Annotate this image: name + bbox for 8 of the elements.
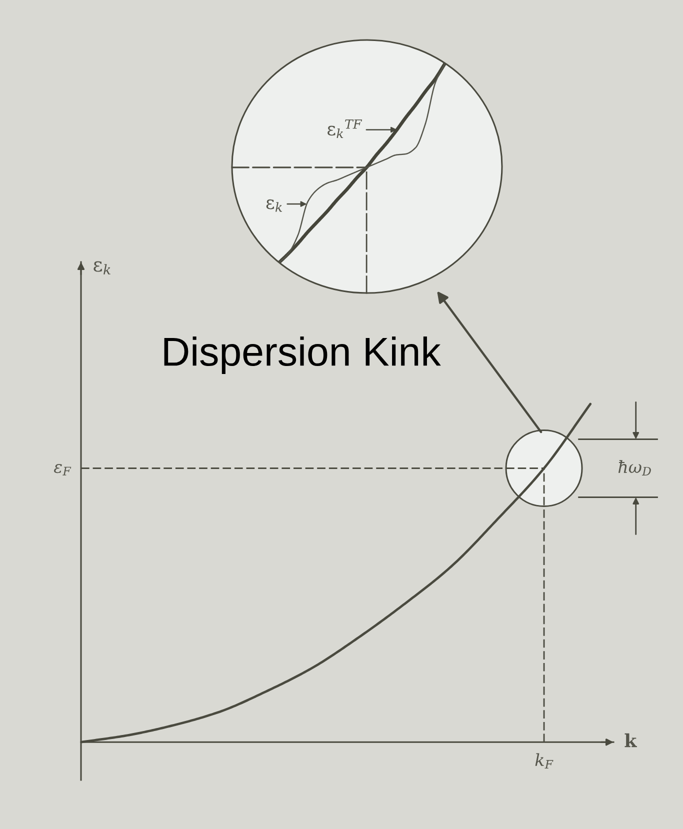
y-axis-title: ε$_{k}$ bbox=[94, 261, 110, 274]
chart-title: Dispersion Kink bbox=[164, 336, 441, 374]
text: k$_{F}$ bbox=[535, 753, 554, 768]
x-axis-title: k bbox=[624, 733, 637, 748]
text: ħω$_{D}$ bbox=[618, 460, 651, 476]
legend-label: ε$_{k}$$^{TF}$ bbox=[328, 119, 362, 138]
ref-line-label: ε$_{F}$ bbox=[54, 464, 72, 476]
legend-label: ε$_{k}$ bbox=[266, 199, 282, 212]
